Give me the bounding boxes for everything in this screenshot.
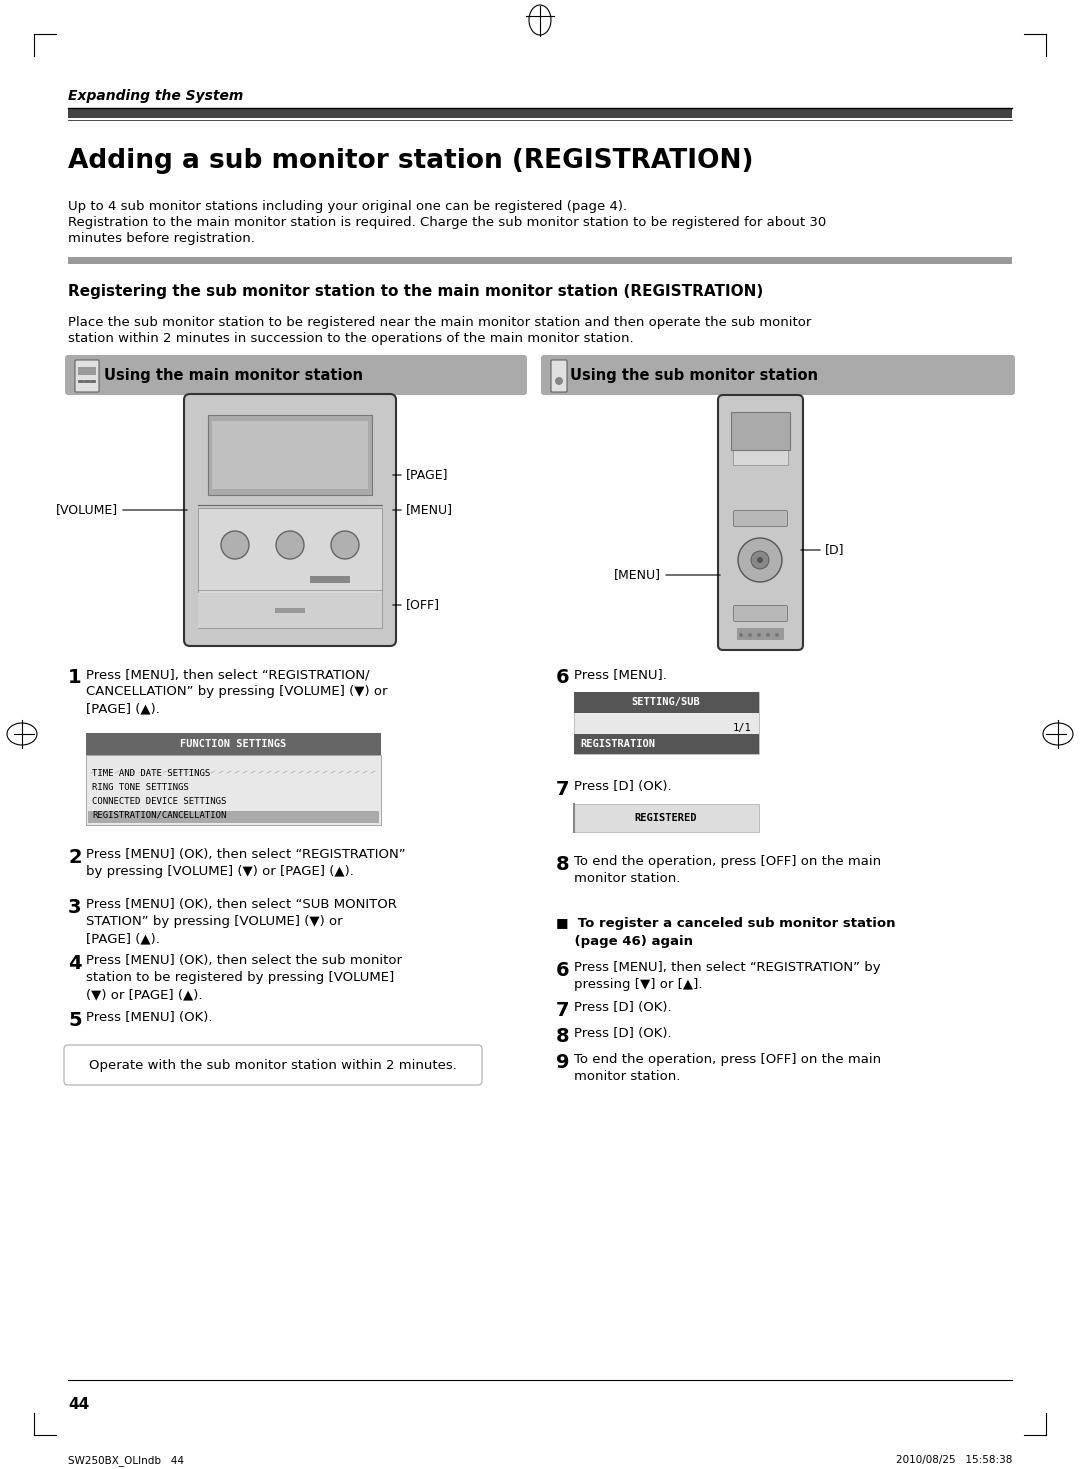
Text: 1: 1 (68, 668, 82, 687)
Circle shape (221, 530, 249, 560)
Text: 2: 2 (68, 848, 82, 867)
Bar (212, 422, 368, 489)
Text: To end the operation, press [OFF] on the main
monitor station.: To end the operation, press [OFF] on the… (573, 1053, 881, 1083)
Circle shape (757, 557, 762, 563)
Circle shape (751, 551, 769, 569)
Bar (275, 608, 305, 613)
Text: 2010/08/25   15:58:38: 2010/08/25 15:58:38 (895, 1454, 1012, 1465)
Text: 8: 8 (556, 855, 569, 874)
Text: Press [D] (OK).: Press [D] (OK). (573, 1000, 672, 1014)
Circle shape (738, 538, 782, 582)
Bar (78, 367, 96, 375)
FancyBboxPatch shape (718, 395, 804, 649)
Text: 6: 6 (556, 668, 569, 687)
Bar (198, 593, 382, 629)
FancyBboxPatch shape (551, 360, 567, 392)
Text: Registration to the main monitor station is required. Charge the sub monitor sta: Registration to the main monitor station… (68, 216, 826, 229)
FancyBboxPatch shape (64, 1044, 482, 1086)
Text: Press [MENU], then select “REGISTRATION” by
pressing [▼] or [▲].: Press [MENU], then select “REGISTRATION”… (573, 961, 880, 992)
Text: Press [MENU] (OK), then select “REGISTRATION”
by pressing [VOLUME] (▼) or [PAGE]: Press [MENU] (OK), then select “REGISTRA… (86, 848, 406, 878)
Text: [MENU]: [MENU] (615, 569, 661, 582)
Circle shape (739, 633, 743, 638)
Text: ■  To register a canceled sub monitor station: ■ To register a canceled sub monitor sta… (556, 917, 895, 930)
FancyBboxPatch shape (541, 355, 1015, 395)
Circle shape (775, 633, 779, 638)
Text: REGISTERED: REGISTERED (635, 812, 698, 823)
Text: Using the sub monitor station: Using the sub monitor station (570, 367, 818, 382)
Circle shape (555, 378, 563, 385)
FancyBboxPatch shape (733, 511, 787, 526)
Bar (86, 733, 381, 755)
Text: Press [MENU] (OK), then select “SUB MONITOR
STATION” by pressing [VOLUME] (▼) or: Press [MENU] (OK), then select “SUB MONI… (86, 898, 396, 945)
Bar (310, 576, 350, 583)
Bar (737, 629, 784, 640)
Text: RING TONE SETTINGS: RING TONE SETTINGS (92, 783, 189, 792)
Circle shape (330, 530, 359, 560)
FancyBboxPatch shape (184, 394, 396, 646)
Text: 9: 9 (556, 1053, 569, 1072)
Bar (733, 417, 788, 466)
Text: 4: 4 (68, 953, 82, 972)
Text: Press [D] (OK).: Press [D] (OK). (573, 1027, 672, 1040)
Text: Press [MENU], then select “REGISTRATION/
CANCELLATION” by pressing [VOLUME] (▼) : Press [MENU], then select “REGISTRATION/… (86, 668, 388, 715)
Bar (573, 692, 759, 712)
Text: [D]: [D] (825, 544, 845, 557)
Text: FUNCTION SETTINGS: FUNCTION SETTINGS (180, 739, 286, 749)
Bar (731, 411, 789, 450)
Circle shape (766, 633, 770, 638)
Text: SW250BX_OLIndb   44: SW250BX_OLIndb 44 (68, 1454, 184, 1466)
Text: TIME AND DATE SETTINGS: TIME AND DATE SETTINGS (92, 768, 211, 777)
FancyBboxPatch shape (75, 360, 99, 392)
Text: Registering the sub monitor station to the main monitor station (REGISTRATION): Registering the sub monitor station to t… (68, 284, 764, 300)
Text: 6: 6 (556, 961, 569, 980)
Text: Press [MENU].: Press [MENU]. (573, 668, 666, 682)
FancyBboxPatch shape (733, 605, 787, 621)
Circle shape (748, 633, 752, 638)
Bar (68, 257, 1012, 264)
Text: 7: 7 (556, 780, 569, 799)
Text: To end the operation, press [OFF] on the main
monitor station.: To end the operation, press [OFF] on the… (573, 855, 881, 884)
Text: Adding a sub monitor station (REGISTRATION): Adding a sub monitor station (REGISTRATI… (68, 148, 754, 173)
Text: Press [D] (OK).: Press [D] (OK). (573, 780, 672, 793)
Text: SETTING/SUB: SETTING/SUB (632, 696, 700, 707)
Text: minutes before registration.: minutes before registration. (68, 232, 255, 245)
Bar (86, 755, 381, 826)
Text: [VOLUME]: [VOLUME] (56, 504, 118, 517)
FancyBboxPatch shape (65, 355, 527, 395)
Circle shape (276, 530, 303, 560)
Bar (87, 811, 379, 823)
Text: Press [MENU] (OK).: Press [MENU] (OK). (86, 1011, 213, 1024)
Text: Place the sub monitor station to be registered near the main monitor station and: Place the sub monitor station to be regi… (68, 316, 811, 329)
Text: Press [MENU] (OK), then select the sub monitor
station to be registered by press: Press [MENU] (OK), then select the sub m… (86, 953, 402, 1000)
Text: (page 46) again: (page 46) again (556, 934, 693, 948)
Bar (573, 692, 759, 754)
Text: 44: 44 (68, 1397, 90, 1412)
Bar (573, 734, 759, 754)
Text: 7: 7 (556, 1000, 569, 1019)
Text: Up to 4 sub monitor stations including your original one can be registered (page: Up to 4 sub monitor stations including y… (68, 200, 627, 213)
Text: [MENU]: [MENU] (406, 504, 453, 517)
Text: 8: 8 (556, 1027, 569, 1046)
Bar (68, 109, 1012, 118)
Text: station within 2 minutes in succession to the operations of the main monitor sta: station within 2 minutes in succession t… (68, 332, 634, 345)
Text: 5: 5 (68, 1011, 82, 1030)
Text: REGISTRATION/CANCELLATION: REGISTRATION/CANCELLATION (92, 811, 227, 820)
Circle shape (757, 633, 761, 638)
Text: REGISTRATION: REGISTRATION (580, 739, 654, 749)
Bar (573, 804, 759, 831)
Text: Expanding the System: Expanding the System (68, 90, 243, 103)
Text: Operate with the sub monitor station within 2 minutes.: Operate with the sub monitor station wit… (89, 1059, 457, 1071)
Text: 3: 3 (68, 898, 81, 917)
Text: [OFF]: [OFF] (406, 598, 440, 611)
Text: 1/1: 1/1 (732, 723, 751, 733)
Text: CONNECTED DEVICE SETTINGS: CONNECTED DEVICE SETTINGS (92, 796, 227, 805)
Text: Using the main monitor station: Using the main monitor station (104, 367, 363, 382)
Text: [PAGE]: [PAGE] (406, 469, 448, 482)
Bar (208, 416, 372, 495)
Bar (198, 508, 382, 629)
